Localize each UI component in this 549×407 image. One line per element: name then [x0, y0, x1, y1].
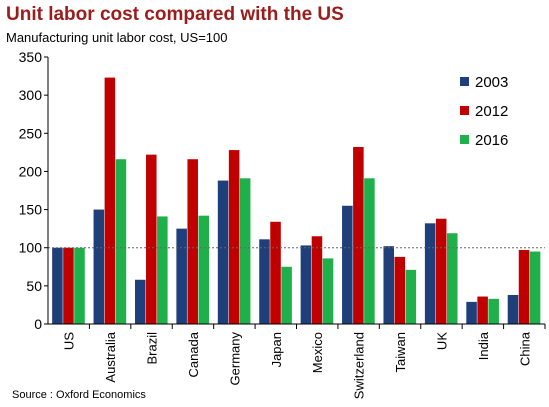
bar — [281, 266, 292, 324]
legend-swatch — [460, 106, 469, 115]
bar — [115, 159, 127, 324]
bar — [311, 236, 323, 324]
bar — [259, 239, 270, 324]
x-tick-label: China — [517, 331, 532, 366]
x-tick-label: Brazil — [145, 332, 160, 365]
bar — [176, 228, 187, 324]
legend-swatch — [460, 77, 469, 86]
y-tick-label: 250 — [19, 125, 43, 141]
bar — [529, 251, 541, 324]
bar — [134, 279, 146, 324]
x-tick-label: Mexico — [310, 332, 325, 373]
bar — [405, 269, 417, 324]
legend-label: 2016 — [475, 132, 508, 149]
x-tick-label: Taiwan — [393, 332, 408, 372]
x-tick-label: UK — [434, 332, 449, 350]
bar — [146, 154, 157, 324]
bar — [435, 218, 447, 324]
bar — [322, 258, 334, 324]
bar — [52, 247, 63, 324]
x-tick-label: India — [476, 331, 491, 360]
bar — [239, 178, 251, 324]
x-tick-label: Japan — [269, 332, 284, 367]
bar — [353, 147, 364, 324]
bar — [300, 245, 312, 324]
bar — [342, 205, 353, 324]
x-tick-label: Canada — [186, 331, 201, 377]
bar — [424, 223, 436, 324]
bar — [364, 178, 375, 324]
bar — [507, 295, 519, 324]
y-tick-label: 50 — [26, 278, 42, 294]
bar — [228, 150, 240, 324]
x-tick-label: Switzerland — [352, 332, 367, 399]
bar — [104, 77, 116, 325]
bar — [477, 296, 488, 324]
bar — [518, 250, 530, 324]
y-tick-label: 0 — [34, 316, 42, 332]
bar — [63, 247, 74, 324]
legend-label: 2003 — [475, 74, 508, 91]
legend-label: 2012 — [475, 103, 508, 120]
legend-swatch — [460, 135, 469, 144]
bar — [157, 216, 168, 324]
x-tick-label: Germany — [227, 332, 242, 386]
bar — [383, 246, 395, 324]
bar — [198, 215, 210, 324]
x-tick-label: US — [62, 332, 77, 350]
bar — [187, 159, 198, 324]
bar — [446, 233, 458, 324]
y-tick-label: 150 — [19, 202, 43, 218]
x-tick-label: Australia — [103, 331, 118, 382]
source-note: Source : Oxford Economics — [12, 389, 146, 401]
bar — [270, 221, 281, 324]
y-tick-label: 350 — [19, 49, 43, 65]
chart-subtitle: Manufacturing unit labor cost, US=100 — [6, 30, 228, 45]
bar — [217, 180, 229, 324]
bar — [74, 247, 85, 324]
bar — [394, 256, 406, 324]
bar — [466, 301, 477, 324]
bar — [488, 298, 499, 324]
bar — [93, 209, 105, 324]
y-tick-label: 200 — [19, 163, 43, 179]
y-tick-label: 100 — [19, 240, 43, 256]
chart-title: Unit labor cost compared with the US — [6, 4, 344, 25]
y-tick-label: 300 — [19, 87, 43, 103]
